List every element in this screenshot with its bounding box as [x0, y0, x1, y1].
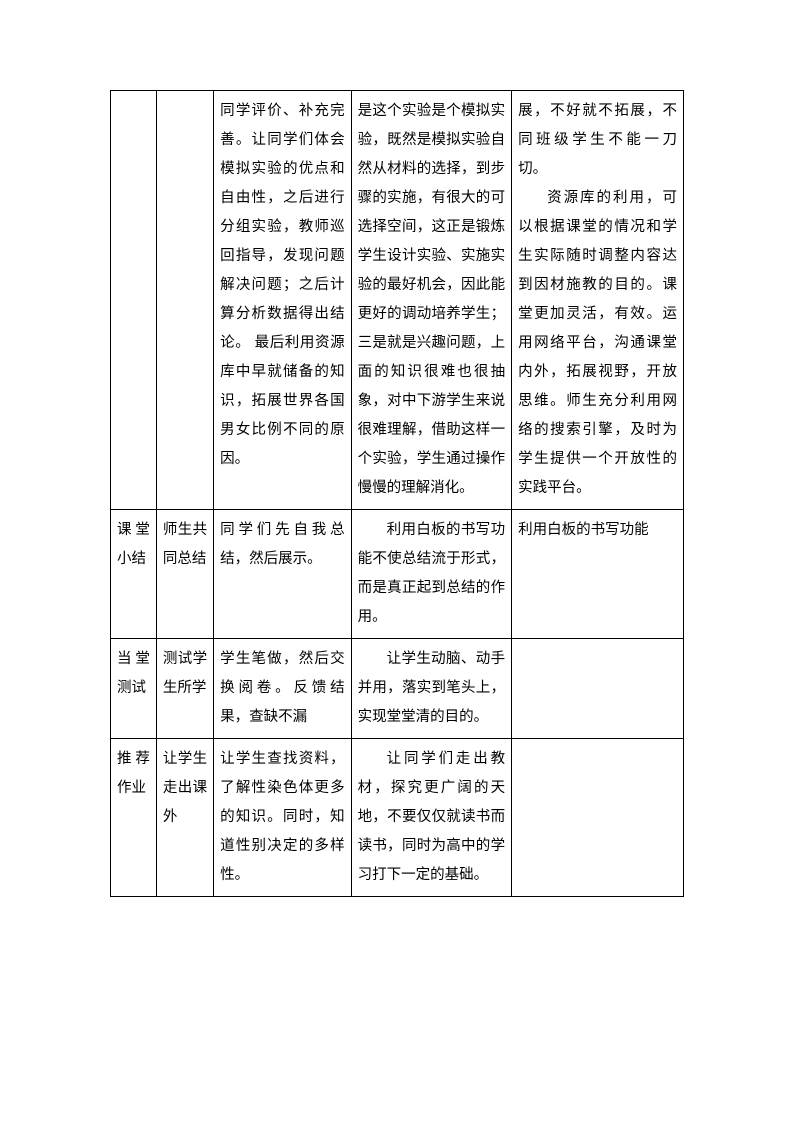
cell-notes [512, 639, 684, 739]
lesson-plan-table: 同学评价、补充完善。让同学们体会模拟实验的优点和自由性，之后进行分组实验，教师巡… [110, 90, 684, 897]
cell-notes: 利用白板的书写功能 [512, 510, 684, 639]
notes-p2: 资源库的利用，可以根据课堂的情况和学生实际随时调整内容达到因材施教的目的。课堂更… [518, 184, 677, 503]
cell-notes [512, 739, 684, 897]
cell-rationale: 是这个实验是个模拟实验，既然是模拟实验自然从材料的选择，到步骤的实施，有很大的可… [351, 91, 511, 510]
cell-section: 推荐作业 [111, 739, 157, 897]
cell-sub: 师生共同总结 [156, 510, 213, 639]
cell-section: 课堂小结 [111, 510, 157, 639]
cell-sub: 让学生走出课外 [156, 739, 213, 897]
cell-rationale: 利用白板的书写功能不使总结流于形式，而是真正起到总结的作用。 [351, 510, 511, 639]
cell-sub [156, 91, 213, 510]
cell-rationale: 让同学们走出教材，探究更广阔的天地，不要仅仅就读书而读书，同时为高中的学习打下一… [351, 739, 511, 897]
cell-section [111, 91, 157, 510]
notes-p1: 展，不好就不拓展，不同班级学生不能一刀切。 [518, 97, 677, 184]
table-row: 同学评价、补充完善。让同学们体会模拟实验的优点和自由性，之后进行分组实验，教师巡… [111, 91, 684, 510]
cell-rationale: 让学生动脑、动手并用，落实到笔头上，实现堂堂清的目的。 [351, 639, 511, 739]
cell-activity: 让学生查找资料，了解性染色体更多的知识。同时，知道性别决定的多样性。 [214, 739, 352, 897]
cell-notes: 展，不好就不拓展，不同班级学生不能一刀切。 资源库的利用，可以根据课堂的情况和学… [512, 91, 684, 510]
table-row: 课堂小结 师生共同总结 同学们先自我总结，然后展示。 利用白板的书写功能不使总结… [111, 510, 684, 639]
cell-activity: 同学评价、补充完善。让同学们体会模拟实验的优点和自由性，之后进行分组实验，教师巡… [214, 91, 352, 510]
cell-activity: 同学们先自我总结，然后展示。 [214, 510, 352, 639]
table-row: 当堂测试 测试学生所学 学生笔做，然后交换阅卷。反馈结果，查缺不漏 让学生动脑、… [111, 639, 684, 739]
cell-section: 当堂测试 [111, 639, 157, 739]
cell-activity: 学生笔做，然后交换阅卷。反馈结果，查缺不漏 [214, 639, 352, 739]
cell-sub: 测试学生所学 [156, 639, 213, 739]
table-row: 推荐作业 让学生走出课外 让学生查找资料，了解性染色体更多的知识。同时，知道性别… [111, 739, 684, 897]
